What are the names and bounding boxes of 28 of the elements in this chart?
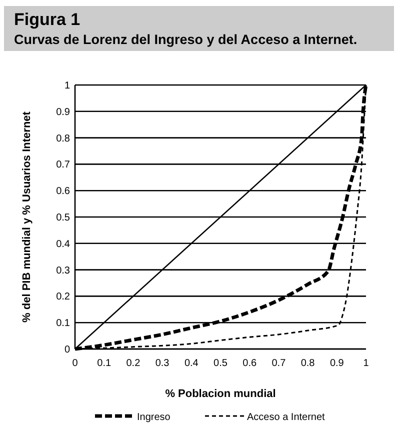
- y-tick-label: 0.9: [56, 106, 70, 118]
- y-tick-label: 0: [64, 344, 70, 356]
- legend-label: Acceso a Internet: [247, 412, 326, 423]
- x-tick-label: 1: [363, 358, 370, 369]
- y-axis-title: % del PIB mundial y % Usuarios Internet: [21, 111, 33, 322]
- chart-subtitle: Curvas de Lorenz del Ingreso y del Acceso a Internet.: [14, 32, 358, 47]
- y-tick-label: 0.1: [56, 318, 70, 330]
- x-tick-label: 0.7: [272, 358, 286, 369]
- y-tick-label: 0.2: [56, 292, 70, 303]
- x-tick-label: 0.9: [330, 358, 344, 369]
- y-tick-label: 0.6: [56, 186, 70, 198]
- legend-label: Ingreso: [137, 412, 171, 423]
- y-tick-label: 0.5: [56, 212, 70, 224]
- x-tick-label: 0.6: [242, 358, 257, 369]
- x-axis-title: % Poblacion mundial: [165, 388, 276, 400]
- x-tick-label: 0.8: [300, 358, 316, 369]
- y-tick-label: 0.8: [56, 133, 70, 144]
- x-tick-label: 0.2: [126, 358, 141, 369]
- x-tick-label: 0.3: [155, 358, 170, 369]
- x-tick-label: 0.5: [214, 358, 228, 369]
- x-tick-label: 0.1: [97, 358, 112, 369]
- y-tick-label: 0.7: [56, 160, 70, 171]
- y-tick-label: 0.3: [56, 265, 70, 276]
- x-tick-label: 0.4: [184, 358, 199, 369]
- y-tick-label: 1: [64, 80, 70, 92]
- chart-title: Figura 1: [14, 10, 80, 29]
- y-tick-label: 0.4: [56, 238, 70, 250]
- x-tick-label: 0: [72, 358, 78, 369]
